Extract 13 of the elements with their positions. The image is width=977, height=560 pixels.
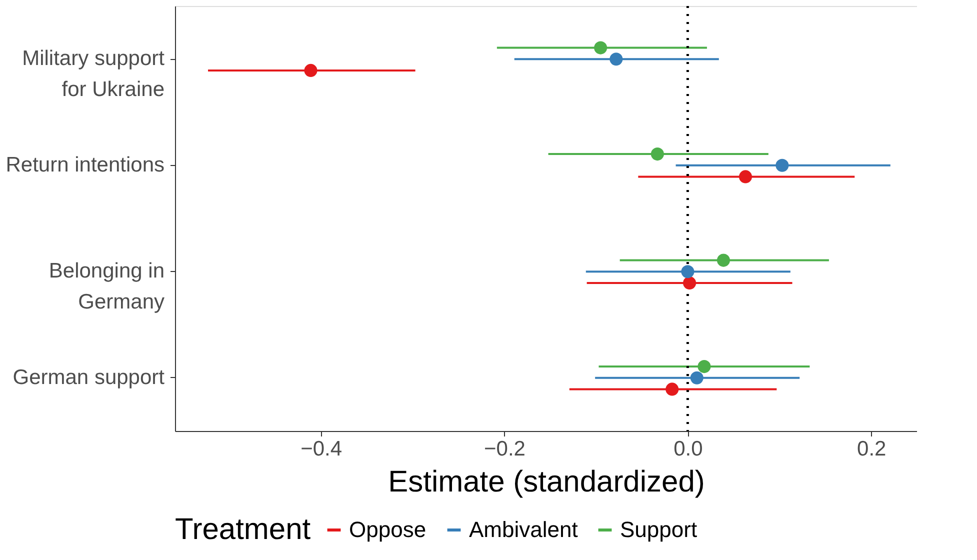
x-tick-label: −0.4 bbox=[300, 438, 342, 460]
x-tick-label: −0.2 bbox=[484, 438, 526, 460]
x-axis-title: Estimate (standardized) bbox=[388, 466, 705, 498]
y-tick-label: Military support for Ukraine bbox=[22, 47, 165, 102]
x-tick-label: 0.0 bbox=[674, 438, 703, 460]
y-tick-label: German support bbox=[12, 366, 165, 389]
legend-label: Ambivalent bbox=[469, 517, 578, 542]
legend-label: Support bbox=[620, 517, 698, 542]
y-tick-label: Return intentions bbox=[6, 153, 164, 176]
legend-label: Oppose bbox=[349, 517, 426, 542]
legend-title: Treatment bbox=[175, 513, 312, 546]
x-tick-label: 0.2 bbox=[857, 438, 886, 460]
y-tick-label: Belonging in Germany bbox=[48, 260, 165, 314]
